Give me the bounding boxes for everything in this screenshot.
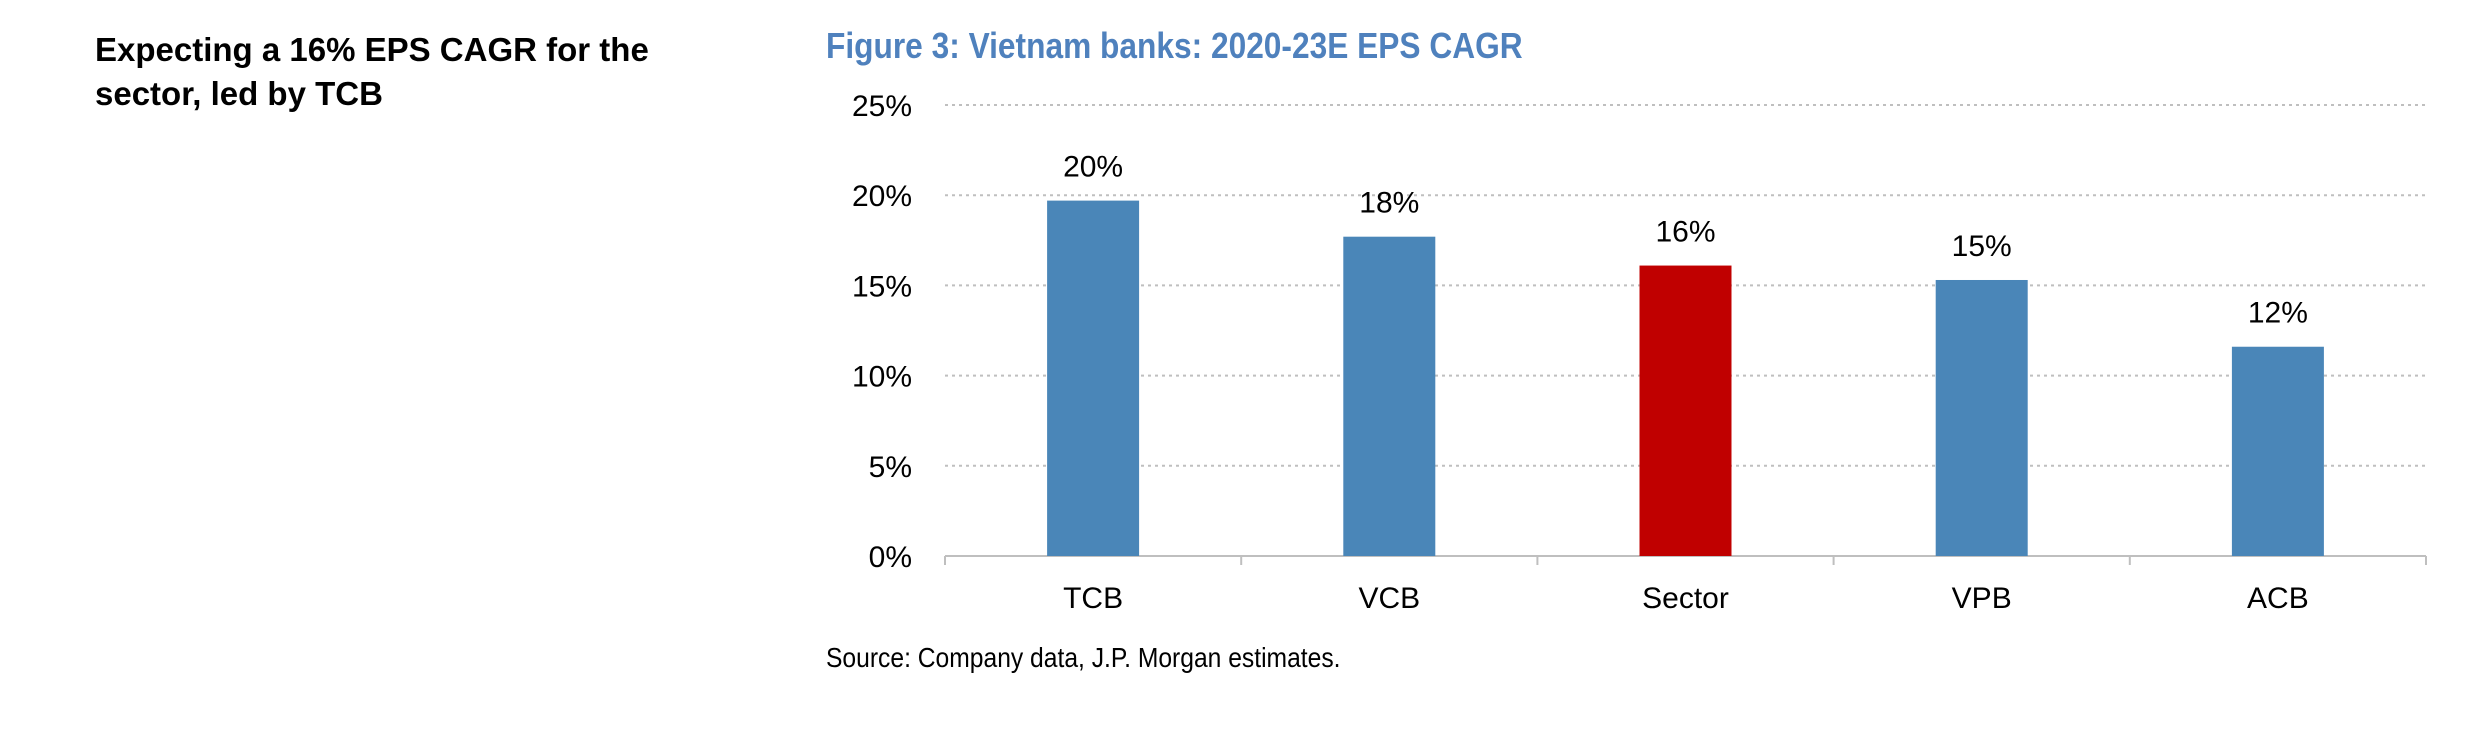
data-label: 12%	[2248, 297, 2308, 330]
x-axis-tick-labels: TCB VCB Sector VPB ACB	[1063, 582, 2309, 615]
y-tick-label: 0%	[869, 541, 912, 574]
x-tick-label: ACB	[2247, 582, 2309, 615]
x-tick-label: Sector	[1642, 582, 1729, 615]
data-label: 15%	[1952, 230, 2012, 263]
figure-title: Figure 3: Vietnam banks: 2020-23E EPS CA…	[826, 25, 1523, 66]
x-tick-label: VCB	[1358, 582, 1420, 615]
bar-vcb	[1343, 236, 1436, 556]
bar-tcb	[1047, 200, 1140, 556]
data-label: 20%	[1063, 151, 1123, 184]
data-label: 16%	[1655, 216, 1715, 249]
bars	[1047, 200, 2324, 556]
bar-sector	[1639, 265, 1732, 556]
gridlines	[945, 104, 2426, 467]
y-axis-tick-labels: 0% 5% 10% 15% 20% 25%	[852, 90, 912, 574]
y-tick-label: 15%	[852, 270, 912, 303]
source-note: Source: Company data, J.P. Morgan estima…	[826, 642, 1341, 673]
data-label: 18%	[1359, 187, 1419, 220]
x-axis	[944, 555, 2427, 565]
bar-vpb	[1935, 279, 2028, 556]
bar-acb	[2231, 346, 2324, 556]
data-labels: 20% 18% 16% 15% 12%	[1063, 151, 2308, 330]
sidebar-heading: Expecting a 16% EPS CAGR for the sector,…	[95, 31, 649, 112]
y-tick-label: 10%	[852, 361, 912, 394]
y-tick-label: 5%	[869, 451, 912, 484]
x-tick-label: TCB	[1063, 582, 1123, 615]
y-tick-label: 25%	[852, 90, 912, 123]
x-tick-label: VPB	[1952, 582, 2012, 615]
y-tick-label: 20%	[852, 180, 912, 213]
